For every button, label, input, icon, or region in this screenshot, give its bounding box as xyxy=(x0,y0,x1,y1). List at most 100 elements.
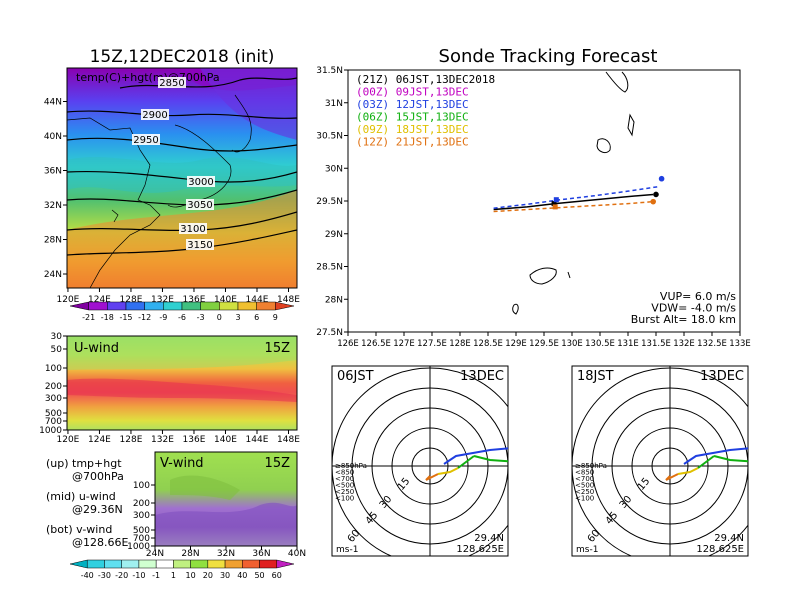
track-x-tick-label: 127.5E xyxy=(417,339,447,349)
track-y-tick-label: 30N xyxy=(325,164,343,174)
u-x-tick-label: 140E xyxy=(214,435,237,445)
track-x-tick-label: 126E xyxy=(337,339,359,349)
track-x-tick-label: 130.5E xyxy=(585,339,615,349)
panel-notes: (up) tmp+hgt @700hPa (mid) u-wind @29.36… xyxy=(46,457,128,549)
map-x-tick-label: 132E xyxy=(151,295,174,305)
hodograph-trace xyxy=(443,447,508,465)
wind-colorbar-cell xyxy=(259,559,278,569)
wind-colorbar-label: 40 xyxy=(237,571,247,580)
hodograph-legend-entry: <700 xyxy=(575,475,594,483)
temp-colorbar-label: 9 xyxy=(273,313,278,322)
map-x-tick-label: 128E xyxy=(120,295,143,305)
temperature-colorbar: -21 -18 -15 -12 -9 -6 -3 0 3 6 9 xyxy=(69,301,295,322)
hodograph-title: 18JST xyxy=(577,369,614,384)
v-wind-field xyxy=(155,452,297,546)
wind-colorbar-label: -1 xyxy=(152,571,160,580)
contour-label: 2900 xyxy=(142,110,167,121)
coastlines xyxy=(67,94,252,288)
track-title: Sonde Tracking Forecast xyxy=(439,46,658,67)
u-y-tick-label: 500 xyxy=(45,409,62,419)
wind-colorbar-cell xyxy=(104,559,122,569)
contour-label-bg xyxy=(158,77,186,88)
hodograph-legend-entry: <250 xyxy=(575,488,594,496)
track-y-tick-label: 31N xyxy=(325,99,343,109)
u-y-tick-label: 1000 xyxy=(39,426,62,436)
temp-colorbar-label: -12 xyxy=(138,313,151,322)
track-legend-entry: (21Z) 06JST,13DEC2018 xyxy=(356,73,495,86)
note-mid-level: @29.36N xyxy=(72,503,123,516)
v-x-tick-label: 36N xyxy=(252,549,270,559)
u-x-tick-label: 132E xyxy=(151,435,174,445)
track-y-tick-label: 27.5N xyxy=(316,328,343,338)
u-x-tick-label: 120E xyxy=(57,435,80,445)
track-marker-square xyxy=(551,201,557,207)
temp-colorbar-label: -9 xyxy=(159,313,167,322)
temperature-field xyxy=(67,68,297,288)
contour-label: 3000 xyxy=(188,177,213,188)
wind-colorbar-label: -10 xyxy=(132,571,145,580)
u-y-tick-label: 200 xyxy=(45,382,62,392)
track-coastlines xyxy=(512,71,635,315)
track-y-tick-label: 29.5N xyxy=(316,197,343,207)
track-y-tick-label: 30.5N xyxy=(316,132,343,142)
map-y-tick-label: 36N xyxy=(44,167,62,177)
hodograph-legend-entry: <500 xyxy=(575,482,594,490)
temp-colorbar-cell xyxy=(125,301,145,311)
v-x-tick-label: 40N xyxy=(288,549,306,559)
track-x-tick-label: 126.5E xyxy=(361,339,391,349)
hodograph-lon: 128.625E xyxy=(456,544,504,555)
track-series-line xyxy=(493,193,654,211)
wind-colorbar-label: -20 xyxy=(115,571,128,580)
temp-colorbar-cell xyxy=(219,301,239,311)
temp-colorbar-cell xyxy=(88,301,108,311)
contour-label: 3050 xyxy=(187,200,212,211)
hodograph-trace xyxy=(697,455,715,469)
map-x-ticks: 120E 124E 128E 132E 136E 140E 144E 148E xyxy=(57,288,300,305)
wind-colorbar-cell xyxy=(138,559,157,569)
map-x-tick-label: 144E xyxy=(246,295,269,305)
contour-label: 2850 xyxy=(159,78,184,89)
wind-colorbar-label: 1 xyxy=(171,571,176,580)
wind-colorbar-cell xyxy=(207,559,226,569)
track-series xyxy=(493,175,665,213)
note-bot: (bot) v-wind xyxy=(46,523,112,536)
v-y-tick-label: 100 xyxy=(133,481,150,491)
track-frame xyxy=(347,69,741,333)
hodograph-trace xyxy=(677,467,699,475)
temp-colorbar-cell xyxy=(256,301,276,311)
hodograph-rings xyxy=(572,366,748,556)
wind-colorbar-label: 20 xyxy=(203,571,213,580)
temp-colorbar-label: 3 xyxy=(235,313,240,322)
wind-colorbar-cell xyxy=(224,559,243,569)
hodograph-trace xyxy=(683,447,748,465)
map-y-ticks: 24N 28N 32N 36N 40N 44N xyxy=(44,98,67,280)
hodograph-trace xyxy=(425,473,439,481)
wind-colorbar-label: 50 xyxy=(254,571,264,580)
contour-label-bg xyxy=(141,109,169,120)
u-x-tick-label: 144E xyxy=(246,435,269,445)
map-frame xyxy=(66,67,298,289)
track-legend-entry: (09Z) 18JST,13DEC xyxy=(356,123,469,136)
hodograph-frame xyxy=(331,365,509,557)
contour-label-bg xyxy=(186,199,214,210)
contour-label: 3150 xyxy=(187,240,212,251)
track-x-ticks: 126E 126.5E 127E 127.5E 128E 128.5E 129E 129.5E… xyxy=(337,332,751,349)
hodograph-legend-entry: <850 xyxy=(335,469,354,477)
u-x-tick-label: 148E xyxy=(277,435,300,445)
wind-colorbar-cell xyxy=(155,559,174,569)
u-x-tick-label: 124E xyxy=(88,435,111,445)
hodograph-date: 13DEC xyxy=(700,369,744,384)
temp-colorbar-label: -18 xyxy=(101,313,114,322)
temp-colorbar-cell xyxy=(163,301,183,311)
track-x-tick-label: 131E xyxy=(617,339,639,349)
hodograph-legend-entry: <100 xyxy=(335,495,354,503)
contour-label-bg xyxy=(132,134,160,145)
wind-colorbar-cell xyxy=(173,559,191,569)
track-marker-circle xyxy=(650,198,656,205)
hodograph-trace xyxy=(473,455,508,463)
wind-colorbar-label: 60 xyxy=(272,571,282,580)
temp-colorbar-label: -3 xyxy=(197,313,205,322)
